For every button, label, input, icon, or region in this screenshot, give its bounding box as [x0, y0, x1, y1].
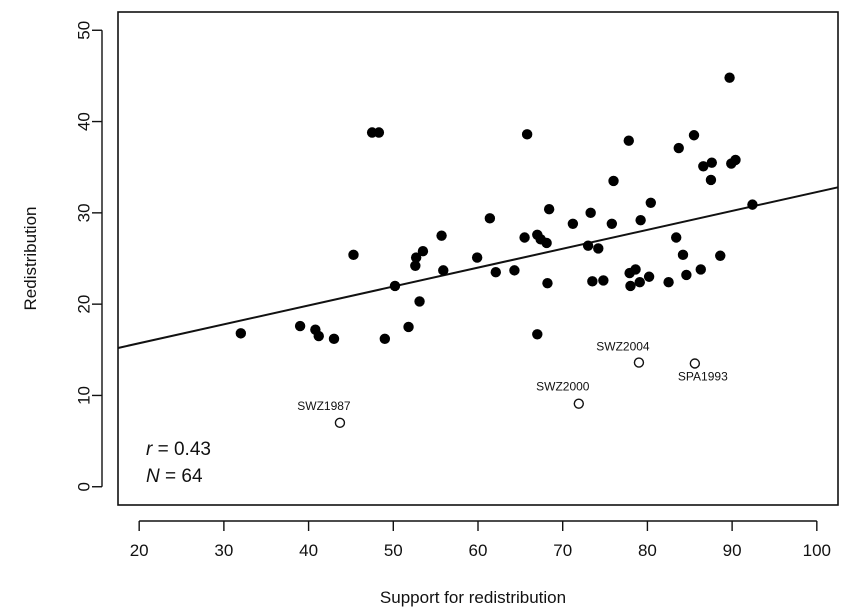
data-point [294, 320, 306, 332]
outlier-point [334, 417, 346, 429]
data-point [519, 232, 530, 243]
data-point [698, 161, 709, 172]
x-tick-label: 40 [299, 541, 318, 560]
data-point [706, 157, 717, 168]
data-point [379, 333, 391, 345]
data-point [645, 197, 656, 209]
x-tick-label: 70 [553, 541, 572, 560]
outlier-label: SWZ1987 [297, 399, 351, 413]
data-point [705, 174, 717, 186]
data-point [747, 199, 758, 210]
regression-line [117, 186, 839, 349]
x-tick-label: 100 [803, 541, 831, 560]
data-point [348, 249, 359, 261]
data-point [695, 264, 706, 275]
data-point [417, 245, 429, 257]
y-tick-label: 30 [74, 203, 93, 222]
data-point [542, 277, 553, 289]
x-tick-label: 30 [214, 541, 233, 560]
outlier-label: SPA1993 [678, 369, 728, 383]
data-point [490, 266, 501, 278]
data-point [373, 127, 385, 138]
data-point [403, 321, 414, 333]
data-point [410, 260, 421, 272]
data-point [438, 265, 449, 276]
plot-frame [117, 11, 839, 506]
outlier-point [689, 358, 701, 369]
data-point [582, 240, 594, 251]
data-point [606, 218, 618, 230]
data-point [635, 214, 646, 226]
data-point [585, 207, 596, 219]
data-point [715, 250, 726, 261]
sample-size-annotation: N = 64 [146, 466, 203, 487]
data-point [688, 130, 700, 141]
y-tick-label: 20 [74, 295, 93, 314]
outlier-point [633, 357, 645, 368]
data-point [389, 280, 401, 292]
data-point [509, 265, 520, 276]
outlier-label: SWZ2004 [596, 340, 650, 354]
y-tick-label: 50 [74, 21, 93, 40]
y-tick-label: 0 [74, 482, 93, 491]
data-point [521, 129, 533, 140]
x-tick-label: 80 [638, 541, 657, 560]
data-point [543, 204, 555, 215]
x-axis-title: Support for redistribution [380, 588, 566, 607]
data-point [414, 296, 425, 307]
data-point [671, 232, 682, 243]
y-axis-title: Redistribution [21, 207, 40, 311]
data-point [436, 230, 447, 241]
y-tick-label: 40 [74, 112, 93, 131]
data-point [541, 237, 552, 249]
data-point [532, 329, 543, 340]
data-point [673, 142, 684, 154]
data-point [484, 213, 496, 224]
x-tick-label: 90 [723, 541, 742, 560]
x-tick-label: 50 [384, 541, 403, 560]
data-point [410, 252, 422, 263]
data-point [730, 154, 741, 166]
data-point [608, 175, 619, 187]
data-point [724, 72, 735, 83]
data-point [643, 271, 655, 282]
data-point [663, 277, 674, 288]
data-point [634, 277, 645, 288]
data-point [593, 243, 604, 254]
data-point [630, 264, 641, 275]
y-tick-label: 10 [74, 386, 93, 405]
data-point [587, 276, 598, 287]
correlation-annotation: r = 0.43 [146, 439, 211, 460]
x-tick-label: 60 [469, 541, 488, 560]
data-point [471, 252, 483, 263]
data-point [625, 280, 636, 292]
data-point [623, 135, 634, 146]
x-tick-label: 20 [130, 541, 149, 560]
data-point [677, 249, 689, 261]
data-point [328, 333, 340, 345]
data-point [681, 269, 692, 281]
data-point [567, 218, 579, 230]
data-point [313, 330, 324, 342]
outlier-label: SWZ2000 [536, 380, 590, 394]
outlier-point [573, 398, 584, 409]
data-point [235, 328, 247, 339]
data-point [598, 275, 609, 286]
plot-area: 20 30 40 50 60 70 80 90 100 0 10 20 30 40 50 Support fo… [21, 11, 839, 607]
